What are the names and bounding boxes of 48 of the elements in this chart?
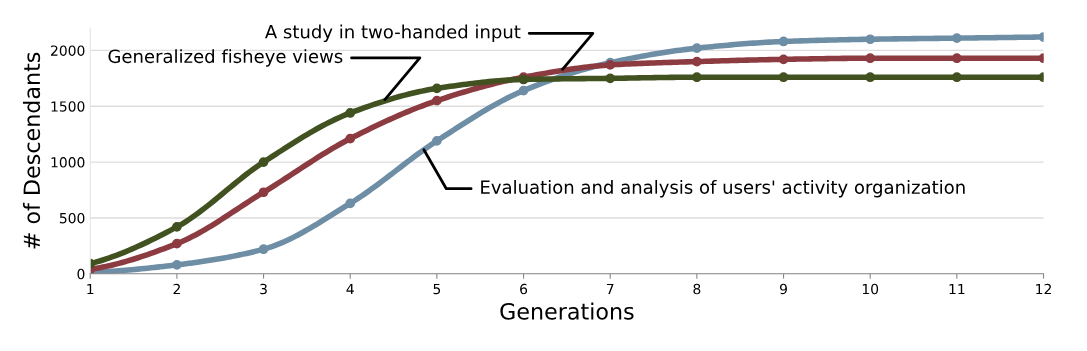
point [345, 108, 356, 118]
point [778, 36, 789, 47]
point [692, 56, 702, 67]
x-tick-label: 7 [606, 283, 614, 295]
point [258, 157, 269, 167]
x-tick-label: 11 [949, 283, 965, 295]
point [345, 133, 356, 144]
x-tick-label: 5 [433, 283, 441, 295]
point [951, 33, 962, 43]
point [345, 198, 356, 209]
y-axis-title: # of Descendants [22, 52, 41, 249]
x-tick-label: 1 [87, 283, 94, 295]
y-tick-label: 0 [77, 268, 85, 280]
annotation: Evaluation and analysis of users' activity organization [481, 179, 965, 198]
x-tick-label: 4 [346, 283, 354, 295]
point [172, 259, 182, 270]
point [518, 85, 529, 96]
y-tick-label: 1000 [51, 157, 85, 168]
x-tick-label: 12 [1036, 283, 1051, 295]
x-tick-label: 9 [779, 283, 787, 295]
point [865, 72, 876, 83]
point [865, 34, 876, 45]
point [432, 95, 442, 106]
x-tick-label: 6 [520, 283, 528, 295]
point [692, 72, 702, 83]
point [778, 54, 789, 65]
point [172, 222, 182, 232]
point [692, 43, 702, 54]
x-axis-title: Generations [500, 302, 634, 320]
x-tick-label: 2 [173, 283, 180, 295]
point [258, 187, 269, 198]
x-tick-label: 10 [862, 283, 879, 295]
point [432, 83, 442, 94]
point [172, 238, 182, 249]
point [951, 72, 962, 83]
y-tick-label: 2000 [51, 45, 85, 56]
point [865, 53, 876, 64]
x-tick-label: 3 [260, 283, 267, 295]
point [778, 72, 789, 83]
point [258, 244, 269, 255]
y-tick-label: 1500 [51, 101, 85, 112]
point [605, 73, 616, 84]
annotation: A study in two-handed input [265, 24, 521, 43]
x-tick-label: 8 [693, 283, 701, 295]
point [951, 53, 962, 64]
annotation: Generalized fisheye views [108, 49, 343, 67]
point [432, 136, 442, 146]
y-tick-label: 500 [59, 212, 85, 224]
